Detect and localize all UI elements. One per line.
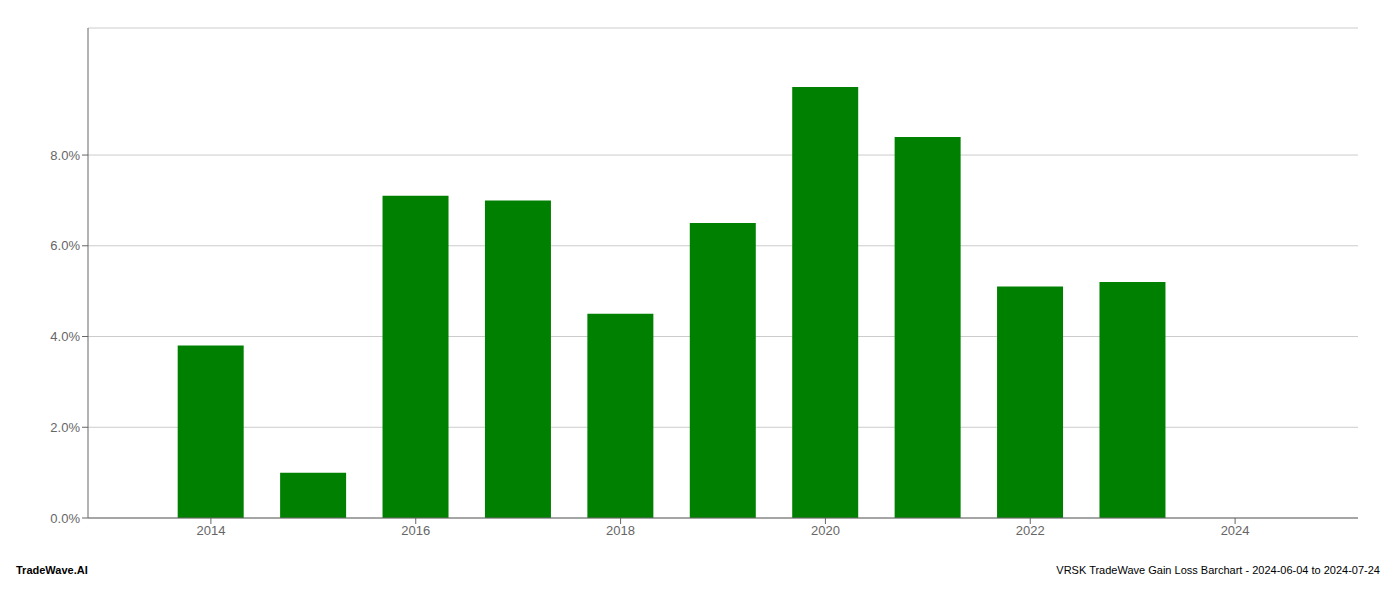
svg-text:4.0%: 4.0% — [50, 329, 80, 344]
svg-text:2014: 2014 — [196, 523, 225, 538]
svg-text:8.0%: 8.0% — [50, 148, 80, 163]
svg-text:2018: 2018 — [606, 523, 635, 538]
svg-text:6.0%: 6.0% — [50, 238, 80, 253]
svg-text:2016: 2016 — [401, 523, 430, 538]
svg-text:2020: 2020 — [811, 523, 840, 538]
svg-text:2022: 2022 — [1016, 523, 1045, 538]
svg-text:2.0%: 2.0% — [50, 420, 80, 435]
svg-text:0.0%: 0.0% — [50, 511, 80, 526]
html-text:TradeWave.AI: TradeWave.AI — [16, 564, 88, 576]
svg-text:2024: 2024 — [1221, 523, 1250, 538]
html-text:VRSK TradeWave Gain Loss Barch: VRSK TradeWave Gain Loss Barchart - 2024… — [1056, 564, 1380, 576]
